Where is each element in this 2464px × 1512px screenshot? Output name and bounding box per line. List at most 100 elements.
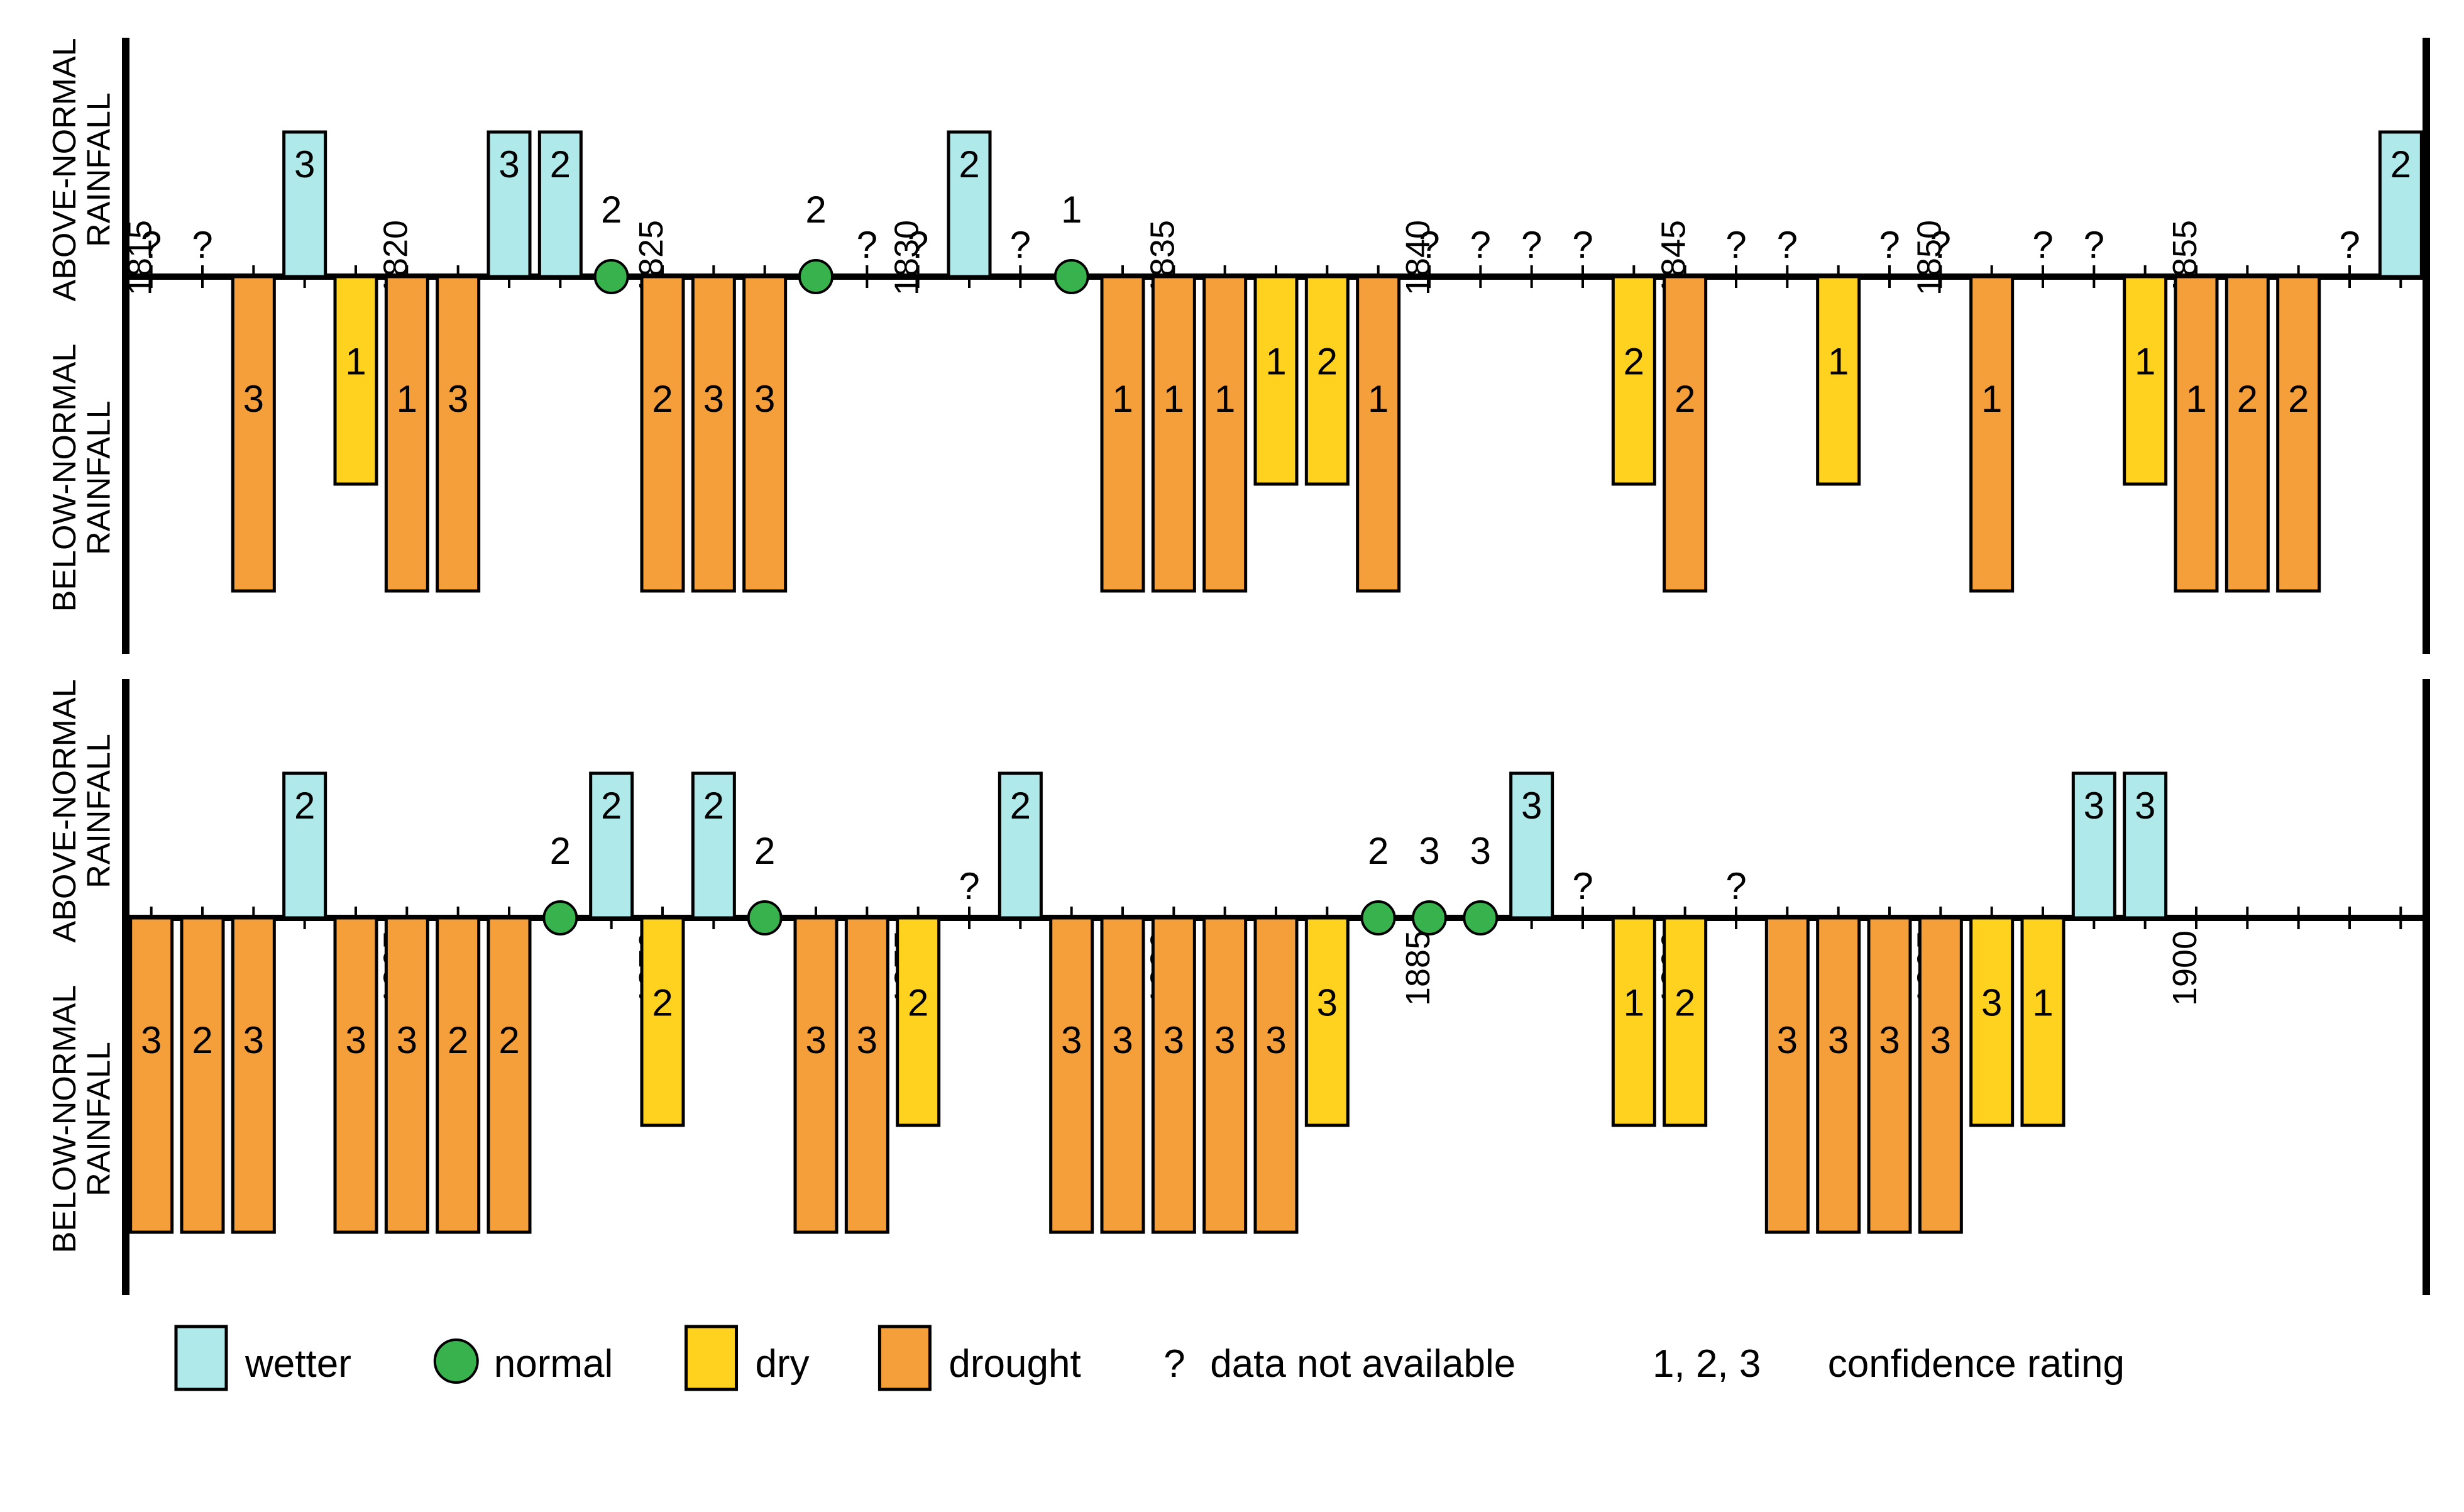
bar-drought (1971, 277, 2013, 591)
unknown-marker: ? (1470, 224, 1491, 266)
unknown-marker: ? (1572, 224, 1593, 266)
confidence-label: 1 (2135, 341, 2155, 383)
bar-drought (1255, 918, 1297, 1232)
bar-drought (233, 918, 274, 1232)
confidence-label: 2 (703, 785, 724, 827)
marker-normal (544, 902, 576, 934)
confidence-label: 1 (1981, 378, 2002, 420)
confidence-label: 2 (498, 1019, 519, 1061)
unknown-marker: ? (192, 224, 212, 266)
unknown-marker: ? (2084, 224, 2104, 266)
bar-drought (1766, 918, 1808, 1232)
confidence-label: 3 (345, 1019, 366, 1061)
confidence-label: 2 (652, 378, 673, 420)
confidence-label: 3 (754, 378, 775, 420)
legend-label: dry (756, 1342, 810, 1386)
confidence-label: 2 (2237, 378, 2258, 420)
bar-drought (488, 918, 530, 1232)
confidence-label: 1 (1163, 378, 1184, 420)
confidence-label: 1 (2186, 378, 2206, 420)
confidence-label: 1 (1112, 378, 1133, 420)
bar-drought (1102, 918, 1143, 1232)
bar-drought (1204, 918, 1246, 1232)
confidence-label: 3 (1930, 1019, 1951, 1061)
svg-text:BELOW-NORMAL: BELOW-NORMAL (47, 985, 83, 1254)
bar-drought (1153, 918, 1194, 1232)
confidence-label: 2 (294, 785, 315, 827)
legend-symbol: 1, 2, 3 (1653, 1342, 1761, 1386)
confidence-label: 3 (2135, 785, 2155, 827)
unknown-marker: ? (908, 224, 928, 266)
rainfall-chart: ABOVE-NORMALRAINFALLBELOW-NORMALRAINFALL… (0, 0, 2464, 1512)
bar-drought (1153, 277, 1194, 591)
confidence-label: 1 (345, 341, 366, 383)
confidence-label: 2 (601, 785, 622, 827)
confidence-label: 3 (1828, 1019, 1849, 1061)
confidence-label: 3 (243, 378, 264, 420)
bar-drought (2226, 277, 2268, 591)
confidence-label: 2 (1675, 378, 1695, 420)
confidence-label: 1 (397, 378, 417, 420)
svg-text:ABOVE-NORMAL: ABOVE-NORMAL (47, 680, 83, 943)
bar-drought (1818, 918, 1859, 1232)
unknown-marker: ? (2339, 224, 2360, 266)
confidence-label: 3 (1061, 1019, 1082, 1061)
svg-text:BELOW-NORMAL: BELOW-NORMAL (47, 344, 83, 612)
marker-normal (1413, 902, 1446, 934)
confidence-label: 2 (1010, 785, 1031, 827)
bar-drought (182, 918, 223, 1232)
confidence-label: 3 (397, 1019, 417, 1061)
marker-normal (800, 260, 832, 293)
bar-drought (846, 918, 888, 1232)
bar-drought (1051, 918, 1092, 1232)
bar-drought (335, 918, 377, 1232)
unknown-marker: ? (1419, 224, 1439, 266)
legend-label: confidence rating (1828, 1342, 2125, 1386)
chart-container: ABOVE-NORMALRAINFALLBELOW-NORMALRAINFALL… (0, 0, 2464, 1512)
confidence-label: 3 (1981, 982, 2002, 1024)
bar-drought (2278, 277, 2319, 591)
confidence-label: 1 (1214, 378, 1235, 420)
confidence-label: 2 (550, 143, 571, 185)
svg-text:RAINFALL: RAINFALL (81, 734, 118, 888)
confidence-label: 3 (1265, 1019, 1286, 1061)
legend-swatch-normal (435, 1340, 478, 1382)
confidence-label: 1 (1368, 378, 1389, 420)
confidence-label: 1 (2032, 982, 2053, 1024)
unknown-marker: ? (1572, 865, 1593, 907)
bar-drought (2175, 277, 2217, 591)
confidence-label: 3 (1470, 830, 1491, 872)
confidence-label: 2 (192, 1019, 212, 1061)
bar-drought (1204, 277, 1246, 591)
confidence-label: 2 (1368, 830, 1389, 872)
confidence-label: 2 (1317, 341, 1338, 383)
marker-normal (595, 260, 628, 293)
confidence-label: 3 (294, 143, 315, 185)
confidence-label: 3 (1777, 1019, 1798, 1061)
marker-normal (1055, 260, 1088, 293)
legend-swatch-wetter (176, 1327, 226, 1389)
unknown-marker: ? (959, 865, 979, 907)
bar-drought (386, 277, 427, 591)
confidence-label: 3 (498, 143, 519, 185)
confidence-label: 3 (2084, 785, 2104, 827)
bar-drought (1869, 918, 1910, 1232)
legend-label: drought (949, 1342, 1081, 1386)
confidence-label: 3 (1163, 1019, 1184, 1061)
confidence-label: 3 (1419, 830, 1439, 872)
confidence-label: 1 (1265, 341, 1286, 383)
marker-normal (1464, 902, 1497, 934)
confidence-label: 3 (448, 378, 468, 420)
bar-drought (131, 918, 172, 1232)
marker-normal (749, 902, 781, 934)
bar-drought (642, 277, 683, 591)
unknown-marker: ? (2032, 224, 2053, 266)
marker-normal (1362, 902, 1395, 934)
confidence-label: 2 (652, 982, 673, 1024)
confidence-label: 2 (2288, 378, 2309, 420)
confidence-label: 3 (703, 378, 724, 420)
bar-drought (693, 277, 734, 591)
svg-text:RAINFALL: RAINFALL (81, 400, 118, 555)
unknown-marker: ? (141, 224, 162, 266)
unknown-marker: ? (1930, 224, 1951, 266)
